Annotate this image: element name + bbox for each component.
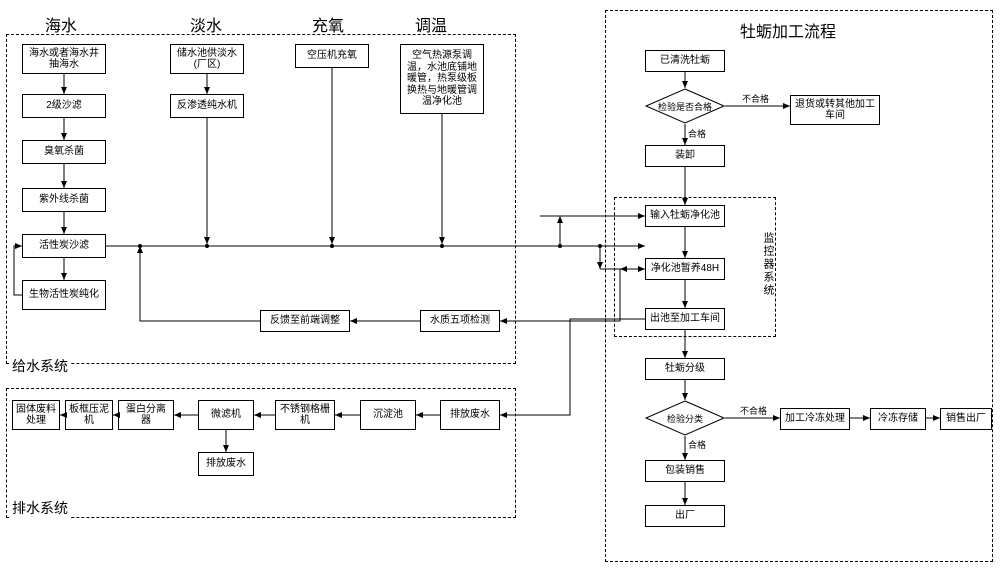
fresh-n1: 储水池供淡水(厂区) — [170, 44, 244, 74]
drain-n3: 不锈钢格栅机 — [275, 400, 335, 430]
oyster-b3: 销售出厂 — [940, 408, 992, 430]
oyster-n6: 牡蛎分级 — [645, 358, 725, 380]
oyster-n1: 已清洗牡蛎 — [645, 50, 725, 72]
d1-pass: 合格 — [688, 127, 706, 140]
drain-n5: 蛋白分离器 — [118, 400, 174, 430]
seawater-header: 海水 — [45, 12, 77, 36]
oyster-d1: 检验是否合格 — [645, 88, 725, 124]
oxygen-header: 充氧 — [312, 12, 344, 36]
oyster-d2: 检验分类 — [645, 400, 725, 436]
oyster-d1-label: 检验是否合格 — [658, 100, 712, 113]
oyster-b2: 冷冻存储 — [870, 408, 926, 430]
feedback-detect: 水质五项检测 — [420, 310, 500, 332]
monitor-label: 监控器系统 — [760, 232, 776, 297]
seawater-n5: 活性炭沙滤 — [22, 234, 106, 258]
drain-n7: 固体废料处理 — [12, 400, 60, 430]
oyster-reject: 退货或转其他加工车间 — [790, 95, 880, 125]
oyster-n8: 出厂 — [645, 505, 725, 527]
oyster-n2: 装卸 — [645, 145, 725, 167]
oyster-n5: 出池至加工车间 — [645, 308, 725, 330]
d2-fail: 不合格 — [740, 404, 767, 417]
d2-pass: 合格 — [688, 438, 706, 451]
oyster-header: 牡蛎加工流程 — [740, 18, 836, 42]
seawater-n2: 2级沙滤 — [22, 94, 106, 118]
d1-fail: 不合格 — [742, 92, 769, 105]
drain-n1: 排放废水 — [440, 400, 500, 430]
drain-n8: 排放废水 — [198, 452, 254, 476]
oyster-n7: 包装销售 — [645, 460, 725, 482]
oyster-d2-label: 检验分类 — [667, 412, 703, 425]
temp-n1: 空气热源泵调温，水池底铺地暖管，热泵级板换热与地暖管调温净化池 — [400, 44, 484, 114]
temp-header: 调温 — [415, 12, 447, 36]
seawater-n1: 海水或者海水井抽海水 — [22, 44, 106, 74]
oyster-b1: 加工冷冻处理 — [780, 408, 850, 430]
oyster-n4: 净化池暂养48H — [645, 258, 725, 280]
oxy-n1: 空压机充氧 — [295, 44, 369, 68]
drain-n2: 沉淀池 — [360, 400, 416, 430]
drain-label: 排水系统 — [10, 498, 70, 518]
drain-n6: 板框压泥机 — [65, 400, 113, 430]
freshwater-header: 淡水 — [190, 12, 222, 36]
oyster-n3: 输入牡蛎净化池 — [645, 205, 725, 227]
supply-label: 给水系统 — [10, 356, 70, 376]
seawater-n6: 生物活性炭纯化 — [22, 280, 106, 310]
seawater-n3: 臭氧杀菌 — [22, 140, 106, 164]
fresh-n2: 反渗透纯水机 — [170, 94, 244, 118]
seawater-n4: 紫外线杀菌 — [22, 188, 106, 212]
drain-n4: 微滤机 — [198, 400, 254, 430]
feedback-adjust: 反馈至前端调整 — [260, 310, 350, 332]
